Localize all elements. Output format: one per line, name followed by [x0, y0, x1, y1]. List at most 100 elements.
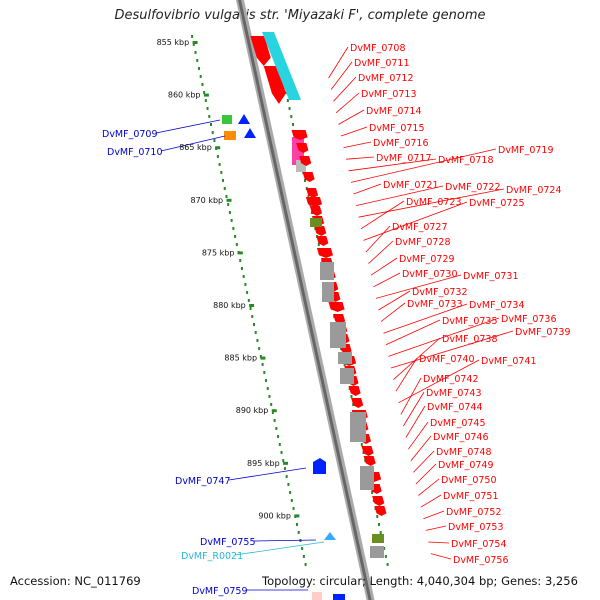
gene-label: DvMF_0756	[453, 555, 509, 566]
gene-label: DvMF_0751	[443, 491, 499, 502]
gene-label: DvMF_0723	[406, 197, 462, 208]
scale-major-tick	[271, 409, 277, 413]
scale-major-tick	[237, 251, 243, 255]
gene-label: DvMF_0741	[481, 356, 537, 367]
leader-line	[348, 158, 437, 172]
scale-dot	[297, 531, 300, 534]
leader-line	[338, 109, 365, 125]
gene-label: DvMF_0715	[369, 123, 425, 134]
scale-label: 890 kbp	[236, 406, 269, 415]
gene-label: DvMF_0749	[438, 460, 494, 471]
scale-dot	[242, 275, 245, 278]
gene-label: DvMF_0719	[498, 145, 554, 156]
scale-dot	[249, 307, 252, 310]
scale-dot	[371, 491, 374, 494]
gene-labels: DvMF_0708 DvMF_0711 DvMF_0712 DvMF_0713 DvMF…	[102, 43, 571, 597]
gene-arrow	[250, 36, 271, 66]
scale-dot	[273, 419, 276, 422]
green-feature	[372, 534, 384, 543]
scale-dot	[201, 83, 204, 86]
scale-dot	[196, 59, 199, 62]
scale-dot	[307, 195, 310, 198]
scale-major-tick	[249, 304, 255, 307]
gene-arrow	[309, 206, 322, 216]
grey-feature	[320, 262, 334, 280]
leader-line	[358, 188, 505, 218]
scale-dot	[377, 523, 380, 526]
gene-label: DvMF_0740	[419, 354, 475, 365]
scale-dot	[259, 355, 262, 358]
scale-major-tick	[294, 514, 300, 518]
genome-backbone	[236, 0, 375, 600]
leader-line	[253, 539, 317, 542]
gene-label: DvMF_0750	[441, 475, 497, 486]
scale-dot	[223, 187, 226, 190]
gene-label: DvMF_0732	[412, 287, 468, 298]
scale-dot	[192, 43, 195, 46]
leader-line	[428, 541, 450, 544]
scale-dot	[376, 515, 379, 518]
grey-feature	[360, 466, 374, 490]
scale-dot	[302, 555, 305, 558]
gene-label: DvMF_0747	[175, 476, 231, 487]
gene-label: DvMF_0727	[392, 222, 448, 233]
scale-dot	[291, 123, 294, 126]
leader-line	[343, 141, 372, 148]
scale-dot	[256, 339, 259, 342]
scale-dot	[246, 291, 249, 294]
scale-labels: 855 kbp 860 kbp 865 kbp 870 kbp 875 kbp 880 k…	[157, 38, 291, 520]
scale-dot	[220, 171, 223, 174]
scale-dot	[301, 547, 304, 550]
gene-label: DvMF_R0021	[181, 551, 243, 562]
leader-line	[368, 240, 394, 264]
backbone-line	[238, 0, 372, 600]
leader-line	[413, 450, 435, 473]
rna-feature	[324, 532, 336, 540]
scale-dot	[247, 299, 250, 302]
gene-arrow	[305, 188, 319, 198]
scale-dot	[280, 451, 283, 454]
gene-label: DvMF_0722	[445, 182, 501, 193]
gene-label: DvMF_0748	[436, 447, 492, 458]
leader-line	[160, 135, 226, 152]
scale-dot	[379, 531, 382, 534]
gene-label: DvMF_0734	[469, 300, 525, 311]
gene-arrow	[305, 197, 323, 207]
gene-arrow	[374, 506, 387, 516]
leader-line	[385, 319, 441, 346]
scale-dot	[254, 331, 257, 334]
gene-label: DvMF_0730	[402, 269, 458, 280]
scale-dot	[208, 115, 211, 118]
scale-dot	[203, 91, 206, 94]
scale-dot	[235, 243, 238, 246]
leader-line	[340, 126, 368, 137]
scale-dot	[282, 459, 285, 462]
scale-dot	[270, 403, 273, 406]
leader-line	[405, 405, 426, 438]
leader-line	[328, 46, 349, 79]
gene-label: DvMF_0725	[469, 198, 525, 209]
leader-line	[425, 525, 447, 531]
leader-line	[403, 391, 425, 427]
leader-line	[155, 119, 221, 134]
scale-dot	[261, 363, 264, 366]
gene-label: DvMF_0712	[358, 73, 414, 84]
grey-feature	[370, 546, 384, 558]
gene-label: DvMF_0752	[446, 507, 502, 518]
leader-line	[228, 467, 307, 481]
gene-arrow	[314, 226, 327, 236]
topology-text: Topology: circular; Length: 4,040,304 bp…	[262, 574, 578, 588]
scale-dot	[240, 267, 243, 270]
leader-line	[410, 435, 432, 462]
scale-dot	[251, 315, 254, 318]
gene-label: DvMF_0743	[426, 388, 482, 399]
leader-line	[380, 302, 406, 322]
leader-line	[388, 317, 500, 357]
scale-dot	[304, 179, 307, 182]
label-leader-lines	[155, 46, 514, 591]
scale-dot	[317, 243, 320, 246]
leader-line	[353, 183, 382, 195]
scale-dot	[266, 387, 269, 390]
grey-feature	[338, 352, 352, 364]
